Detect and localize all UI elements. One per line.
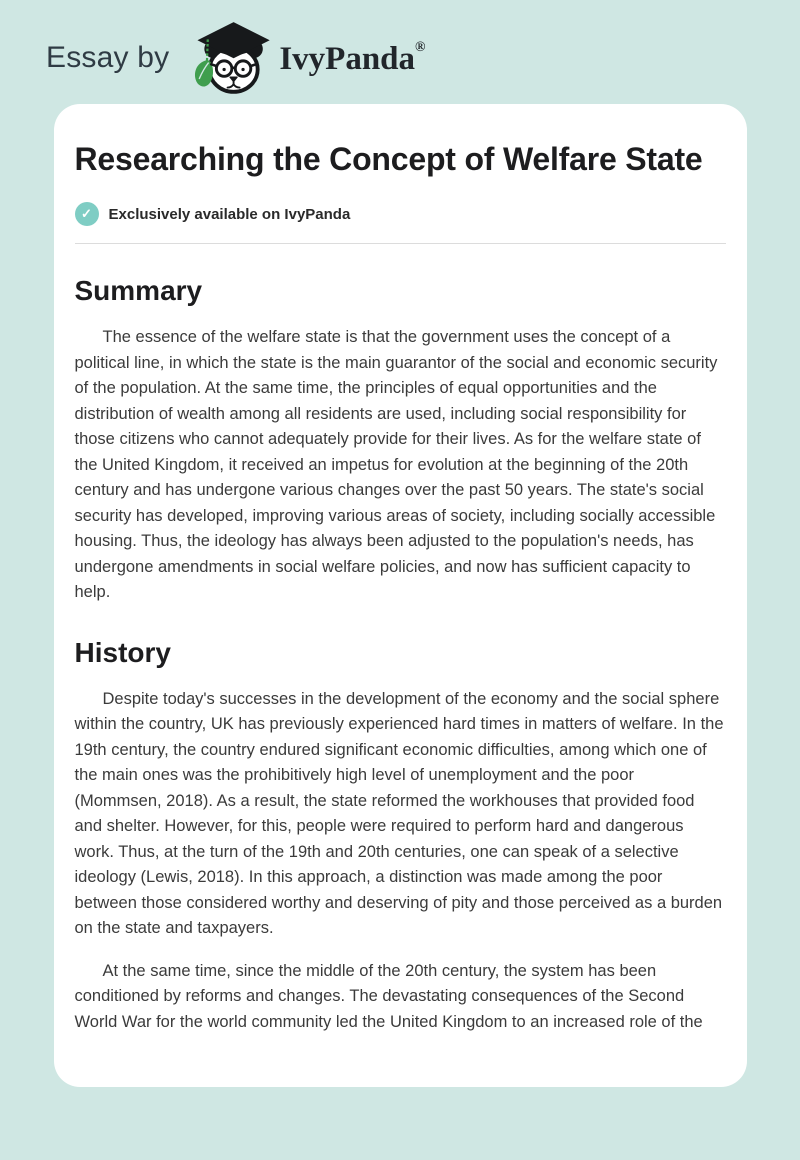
panda-graduate-icon	[195, 22, 271, 94]
brand-name-text: IvyPanda	[279, 40, 416, 77]
page-title: Researching the Concept of Welfare State	[74, 141, 703, 177]
exclusive-badge-label: Exclusively available on IvyPanda	[108, 205, 351, 223]
article-card: Researching the Concept of Welfare State…	[53, 104, 747, 1087]
section-heading-summary: Summary	[74, 275, 203, 306]
check-icon: ✓	[74, 202, 99, 226]
brand-name[interactable]: IvyPanda®	[279, 39, 426, 77]
history-paragraph-2: At the same time, since the middle of th…	[74, 961, 703, 1031]
essay-by-label: Essay by	[46, 41, 170, 74]
history-paragraph-1: Despite today's successes in the develop…	[74, 689, 724, 938]
section-heading-history: History	[74, 636, 171, 668]
summary-paragraph: The essence of the welfare state is that…	[74, 328, 718, 601]
ivypanda-logo[interactable]	[185, 13, 277, 103]
page-header: Essay by IvyPa	[0, 0, 800, 94]
registered-mark: ®	[415, 39, 426, 55]
exclusive-badge: ✓ Exclusively available on IvyPanda	[74, 202, 726, 226]
divider	[74, 243, 726, 244]
